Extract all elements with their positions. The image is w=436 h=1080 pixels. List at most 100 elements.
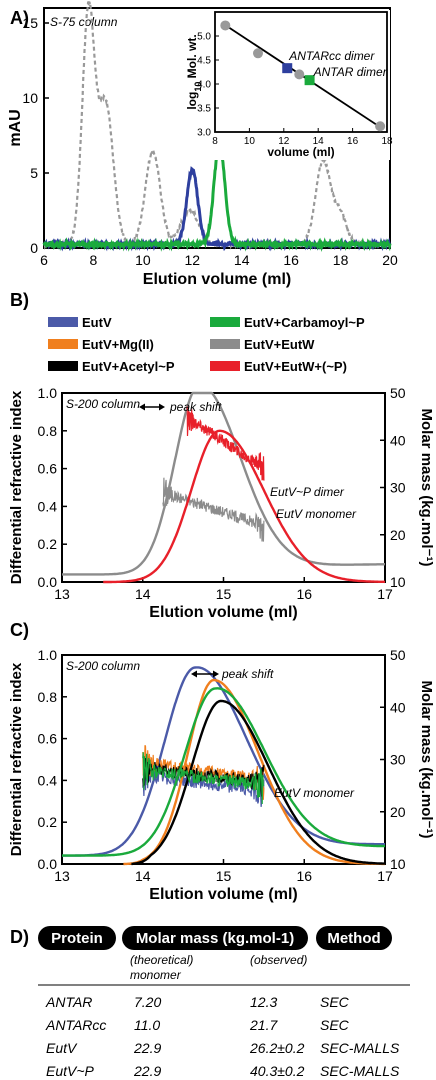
panel-a-xtick-label: 12 [184,252,200,268]
table-cell: 26.2±0.2 [249,1040,305,1056]
table-cell: 11.0 [134,1017,160,1033]
panel-b-ylabel: Differential refractive index [8,390,25,584]
panel-c-xtick-label: 16 [296,868,312,884]
panel-a-xtick-label: 20 [382,252,398,268]
legend-label: EutV+EutW [244,337,315,352]
panel-b-xtick-label: 16 [296,586,312,602]
panel-c-ytick-label: 0.2 [38,814,58,830]
inset-ytick-label: 4.0 [197,80,211,91]
panel-a-xtick-label: 18 [333,252,349,268]
inset-xtick-label: 8 [212,136,218,147]
table-cell: SEC [320,994,350,1010]
panel-b-xtick-label: 14 [135,586,151,602]
panel-c-y2tick-label: 10 [390,856,406,872]
panel-b-ytick-label: 0.6 [38,461,58,477]
panel-b-ytick-label: 0.4 [38,498,58,514]
panel-c-ri-line [62,666,385,857]
panel-c-letter: C) [10,620,29,640]
panel-a-xtick-label: 16 [283,252,299,268]
panel-a-xtick-label: 14 [234,252,250,268]
table-cell: ANTAR [45,994,92,1010]
panel-c-monomer-label: EutV monomer [274,786,355,800]
table-header-label: Molar mass (kg.mol-1) [136,930,294,947]
legend-swatch [48,361,78,371]
legend: EutV EutV+Carbamoyl~P EutV+Mg(II) EutV+EutW… [48,315,365,374]
panel-b-ri-line [103,429,386,584]
panel-c-mass-line [142,752,265,805]
panel-c-ytick-label: 0.8 [38,689,58,705]
panel-c-ytick-label: 1.0 [38,647,58,663]
panel-b-ytick-label: 0.2 [38,536,58,552]
panel-b-monomer-label: EutV monomer [276,507,357,521]
panel-b-mass-line [186,406,265,481]
panel-c-ytick-label: 0.6 [38,731,58,747]
legend-label: EutV+Carbamoyl~P [244,315,365,330]
panel-b-peak-shift-arrowhead [139,403,145,411]
panel-a-ytick-label: 0 [30,240,38,256]
panel-a-xtick-label: 10 [135,252,151,268]
panel-b-y2tick-label: 10 [390,574,406,590]
molar-mass-table: Protein Molar mass (kg.mol-1) Method (theor… [38,926,410,1079]
inset-xtick-label: 14 [313,136,325,147]
table-cell: 22.9 [133,1040,161,1056]
panel-c-y2label: Molar mass (kg.mol⁻¹) [418,681,435,839]
table-cell: 22.9 [133,1063,161,1079]
panel-c-xlabel: Elution volume (ml) [149,886,297,903]
legend-swatch [48,317,78,327]
panel-c-peak-shift-arrowhead [213,670,219,678]
table-cell: 21.7 [249,1017,278,1033]
table-subheader-theoretical: (theoretical) [130,953,193,967]
legend-swatch [48,339,78,349]
panel-b-y2tick-label: 20 [390,527,406,543]
table-header-label: Method [327,930,380,947]
panel-b-peak-shift-arrowhead [159,403,165,411]
inset-standard-point [375,121,386,132]
panel-b-ri-line [62,391,385,576]
panel-b-letter: B) [10,290,29,310]
inset-ytick-label: 5.0 [197,32,211,43]
table-header-label: Protein [51,930,103,947]
inset-sample-point [304,75,315,86]
panel-c-xtick-label: 15 [216,868,232,884]
panel-c-ylabel: Differential refractive index [8,662,25,856]
panel-a-xtick-label: 8 [90,252,98,268]
panel-c-y2tick-label: 30 [390,752,406,768]
panel-c-xtick-label: 13 [54,868,70,884]
panel-a-ytick-label: 15 [22,15,38,31]
inset-ytick-label: 3.0 [197,128,211,139]
table-cell: SEC-MALLS [320,1040,400,1056]
inset-sample-point [282,63,293,74]
table-cell: SEC [320,1017,350,1033]
panel-b-mass-line [162,477,265,542]
panel-c-y2tick-label: 20 [390,804,406,820]
table-header-pill [38,926,116,950]
table-header-pill [122,926,308,950]
panel-b-y2tick-label: 30 [390,480,406,496]
panel-b-column-note: S-200 column [66,397,140,411]
inset-xtick-label: 10 [244,136,256,147]
panel-c-ri-line [131,699,385,866]
table-cell: ANTARcc [45,1017,106,1033]
panel-a-ytick-label: 10 [22,90,38,106]
panel-c-ri-line [62,687,385,857]
panel-b-y2label: Molar mass (kg.mol⁻¹) [418,409,435,567]
table-cell: EutV~P [46,1063,95,1079]
inset-point-label: ANTARcc dimer [288,49,375,63]
panel-b-xtick-label: 15 [216,586,232,602]
table-cell: 7.20 [134,994,161,1010]
panel-b-ytick-label: 0.0 [38,574,58,590]
panel-c-peak-shift-arrowhead [191,670,197,678]
panel-c-xtick-label: 17 [377,868,393,884]
panel-a-column-note: S-75 column [50,15,118,29]
panel-c-ytick-label: 0.4 [38,772,58,788]
legend-swatch [210,317,240,327]
inset-ytick-label: 3.5 [197,104,211,115]
panel-b-xtick-label: 13 [54,586,70,602]
table-cell: 40.3±0.2 [250,1063,305,1079]
panel-c-ri-line [123,678,385,866]
panel-a-xtick-label: 6 [40,252,48,268]
panel-c-y2tick-label: 40 [390,699,406,715]
panel-b-xtick-label: 17 [377,586,393,602]
inset-xtick-label: 18 [381,136,393,147]
